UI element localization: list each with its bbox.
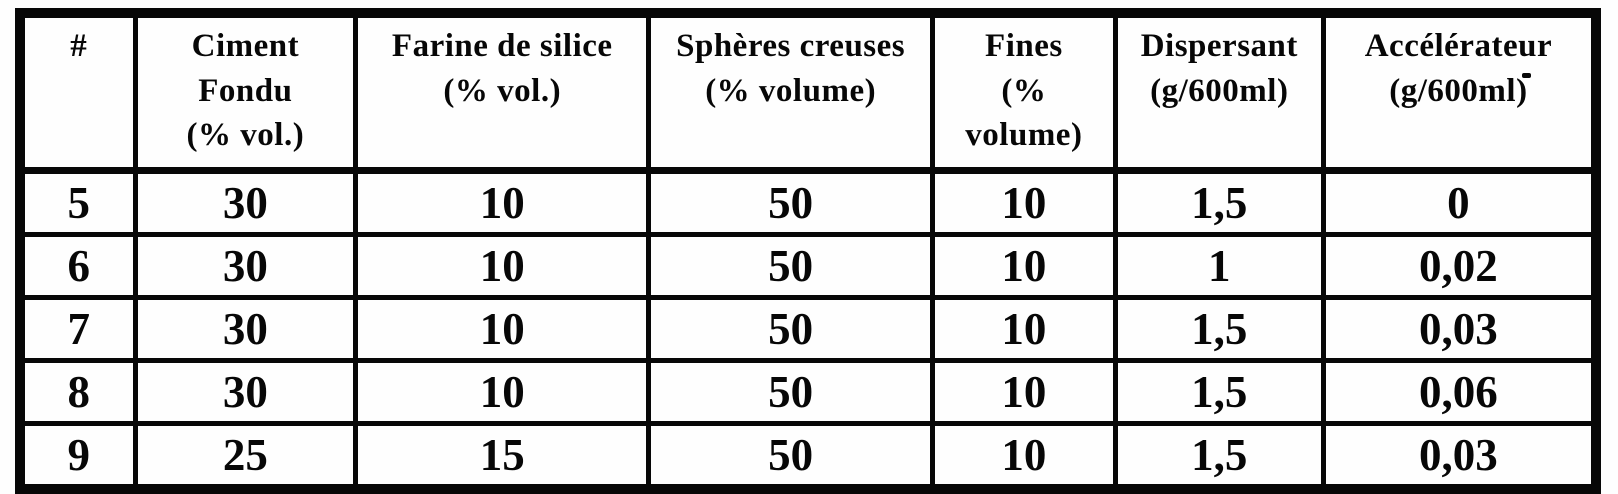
cell-fines: 10 <box>929 295 1118 363</box>
cell-accelerateur: 0,03 <box>1320 295 1599 363</box>
cell-spheres-creuses: 50 <box>646 295 935 363</box>
column-header-spheres-creuses: Sphères creuses (% volume) <box>646 10 935 174</box>
cell-row-id: 8 <box>17 358 138 426</box>
cell-fines: 10 <box>929 358 1118 426</box>
header-line: Fines <box>985 28 1063 64</box>
header-line: Dispersant <box>1140 28 1298 64</box>
cell-spheres-creuses: 50 <box>646 421 935 492</box>
header-line: (% vol.) <box>443 72 562 109</box>
cell-ciment-fondu: 30 <box>132 358 359 426</box>
column-header-farine-de-silice: Farine de silice (% vol.) <box>353 10 652 174</box>
cell-fines: 10 <box>929 232 1118 300</box>
header-line: Accélérateur <box>1364 28 1553 64</box>
table-row: 6 30 10 50 10 1 0,02 <box>17 232 1599 300</box>
table-row: 8 30 10 50 10 1,5 0,06 <box>17 358 1599 426</box>
table-row: 9 25 15 50 10 1,5 0,03 <box>17 421 1599 492</box>
cell-accelerateur: 0,06 <box>1320 358 1599 426</box>
header-line: Fondu <box>198 72 293 109</box>
scan-artifact-mark <box>1522 73 1531 78</box>
column-header-dispersant: Dispersant (g/600ml) <box>1112 10 1326 174</box>
column-header-ciment-fondu: Ciment Fondu (% vol.) <box>132 10 359 174</box>
cell-spheres-creuses: 50 <box>646 358 935 426</box>
cell-fines: 10 <box>929 421 1118 492</box>
cell-dispersant: 1,5 <box>1112 168 1326 237</box>
cell-ciment-fondu: 30 <box>132 295 359 363</box>
header-line: Sphères creuses <box>676 28 906 64</box>
cell-dispersant: 1,5 <box>1112 295 1326 363</box>
cell-ciment-fondu: 25 <box>132 421 359 492</box>
column-header-number: # <box>17 10 138 174</box>
cell-spheres-creuses: 50 <box>646 232 935 300</box>
cell-farine-de-silice: 10 <box>353 295 652 363</box>
cell-dispersant: 1,5 <box>1112 421 1326 492</box>
cell-farine-de-silice: 15 <box>353 421 652 492</box>
cell-row-id: 7 <box>17 295 138 363</box>
cell-accelerateur: 0 <box>1320 168 1599 237</box>
header-line: volume) <box>965 117 1083 154</box>
cell-farine-de-silice: 10 <box>353 232 652 300</box>
header-row: # Ciment Fondu (% vol.) Farine de silice… <box>17 10 1599 174</box>
cell-fines: 10 <box>929 168 1118 237</box>
header-line: # <box>70 28 88 64</box>
header-line: (% volume) <box>705 72 877 109</box>
table-row: 7 30 10 50 10 1,5 0,03 <box>17 295 1599 363</box>
header-line: (g/600ml) <box>1150 72 1289 109</box>
cell-row-id: 9 <box>17 421 138 492</box>
cell-farine-de-silice: 10 <box>353 168 652 237</box>
cell-ciment-fondu: 30 <box>132 168 359 237</box>
cell-ciment-fondu: 30 <box>132 232 359 300</box>
table-row: 5 30 10 50 10 1,5 0 <box>17 168 1599 237</box>
column-header-fines: Fines (% volume) <box>929 10 1118 174</box>
cell-row-id: 6 <box>17 232 138 300</box>
header-line: (% vol.) <box>186 117 305 154</box>
cell-dispersant: 1 <box>1112 232 1326 300</box>
cell-dispersant: 1,5 <box>1112 358 1326 426</box>
cell-farine-de-silice: 10 <box>353 358 652 426</box>
header-line: Farine de silice <box>391 28 613 64</box>
cell-accelerateur: 0,03 <box>1320 421 1599 492</box>
column-header-accelerateur: Accélérateur (g/600ml) <box>1320 10 1599 174</box>
mixture-composition-table: # Ciment Fondu (% vol.) Farine de silice… <box>15 8 1601 494</box>
cell-spheres-creuses: 50 <box>646 168 935 237</box>
header-line: Ciment <box>191 28 300 64</box>
header-line: (% <box>1001 72 1047 109</box>
cell-row-id: 5 <box>17 168 138 237</box>
cell-accelerateur: 0,02 <box>1320 232 1599 300</box>
header-line: (g/600ml) <box>1389 72 1528 109</box>
